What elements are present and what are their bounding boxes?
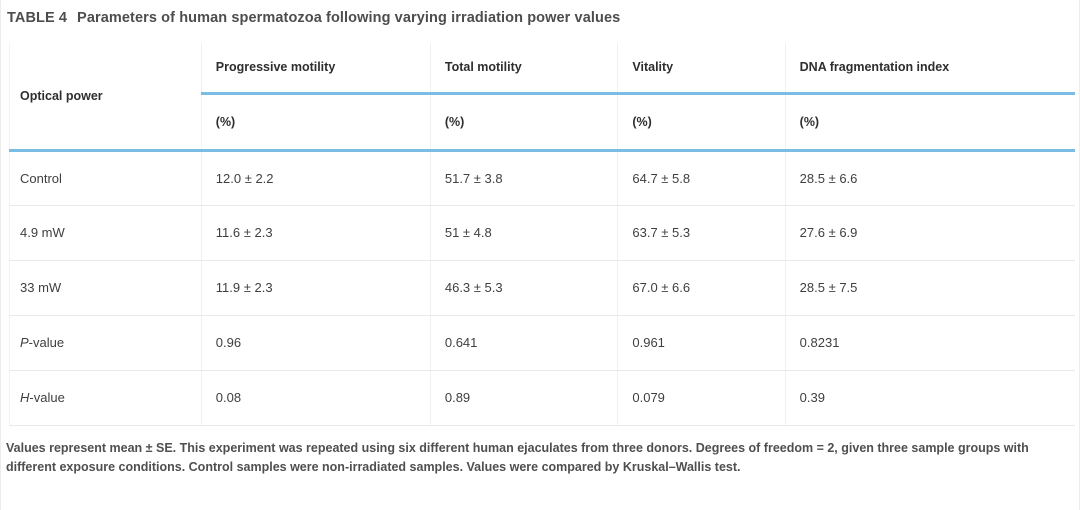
unit-total-motility: (%) <box>429 93 618 152</box>
row-label-italic: P <box>20 335 29 350</box>
column-header-vitality: Vitality <box>617 43 786 95</box>
value-cell: 12.0 ± 2.2 <box>200 150 431 206</box>
value-cell: 0.96 <box>200 315 431 371</box>
table-row-p-value: P-value 0.96 0.641 0.961 0.8231 <box>9 315 1075 371</box>
value-cell: 0.8231 <box>784 315 1075 371</box>
table-header: Optical power Progressive motility Total… <box>9 43 1075 152</box>
table-footnote: Values represent mean ± SE. This experim… <box>6 440 1029 474</box>
row-label-text: 4.9 mW <box>20 225 65 240</box>
row-label-text: 33 mW <box>20 280 62 295</box>
table-number: TABLE 4 <box>7 10 68 26</box>
table-row-33-mw: 33 mW 11.9 ± 2.3 46.3 ± 5.3 67.0 ± 6.6 2… <box>9 260 1075 316</box>
row-label-text: -value <box>29 390 65 405</box>
value-cell: 11.9 ± 2.3 <box>200 260 431 316</box>
table-row-h-value: H-value 0.08 0.89 0.079 0.39 <box>9 370 1075 426</box>
row-label: 33 mW <box>9 260 202 316</box>
row-label: P-value <box>9 315 202 371</box>
column-header-total-motility: Total motility <box>429 43 618 95</box>
table-title: Parameters of human spermatozoa followin… <box>77 10 621 26</box>
value-cell: 51 ± 4.8 <box>429 205 618 261</box>
column-header-dna-fragmentation-index: DNA fragmentation index <box>784 43 1075 95</box>
row-label: Control <box>9 150 202 206</box>
value-cell: 0.89 <box>429 370 618 426</box>
value-cell: 0.079 <box>617 370 786 426</box>
data-table: Optical power Progressive motility Total… <box>9 43 1075 426</box>
value-cell: 0.08 <box>200 370 431 426</box>
value-cell: 27.6 ± 6.9 <box>784 205 1075 261</box>
value-cell: 67.0 ± 6.6 <box>617 260 786 316</box>
row-label: H-value <box>9 370 202 426</box>
table-caption: TABLE 4 Parameters of human spermatozoa f… <box>1 0 1079 26</box>
value-cell: 46.3 ± 5.3 <box>429 260 618 316</box>
header-unit-row: (%) (%) (%) (%) <box>10 93 1075 152</box>
unit-progressive-motility: (%) <box>200 93 431 152</box>
column-header-optical-power: Optical power <box>9 43 202 152</box>
row-label-text: -value <box>28 335 65 350</box>
value-cell: 0.39 <box>784 370 1075 426</box>
value-cell: 51.7 ± 3.8 <box>429 150 618 206</box>
value-cell: 28.5 ± 6.6 <box>784 150 1075 206</box>
value-cell: 64.7 ± 5.8 <box>617 150 786 206</box>
row-label-text: Control <box>20 170 62 186</box>
value-cell: 28.5 ± 7.5 <box>784 260 1075 316</box>
header-label-row: Optical power Progressive motility Total… <box>9 43 1075 152</box>
unit-dna-fragmentation-index: (%) <box>784 93 1075 152</box>
row-label-italic: H <box>20 390 30 405</box>
value-cell: 0.961 <box>617 315 786 371</box>
row-label: 4.9 mW <box>9 205 202 261</box>
table-body: Control 12.0 ± 2.2 51.7 ± 3.8 64.7 ± 5.8… <box>9 150 1075 426</box>
value-cell: 11.6 ± 2.3 <box>200 205 431 261</box>
table-row-control: Control 12.0 ± 2.2 51.7 ± 3.8 64.7 ± 5.8… <box>9 150 1075 206</box>
unit-vitality: (%) <box>617 93 786 152</box>
value-cell: 63.7 ± 5.3 <box>617 205 786 261</box>
value-cell: 0.641 <box>429 315 618 371</box>
table-row-4-9-mw: 4.9 mW 11.6 ± 2.3 51 ± 4.8 63.7 ± 5.3 27… <box>9 205 1075 261</box>
column-header-progressive-motility: Progressive motility <box>200 43 431 95</box>
